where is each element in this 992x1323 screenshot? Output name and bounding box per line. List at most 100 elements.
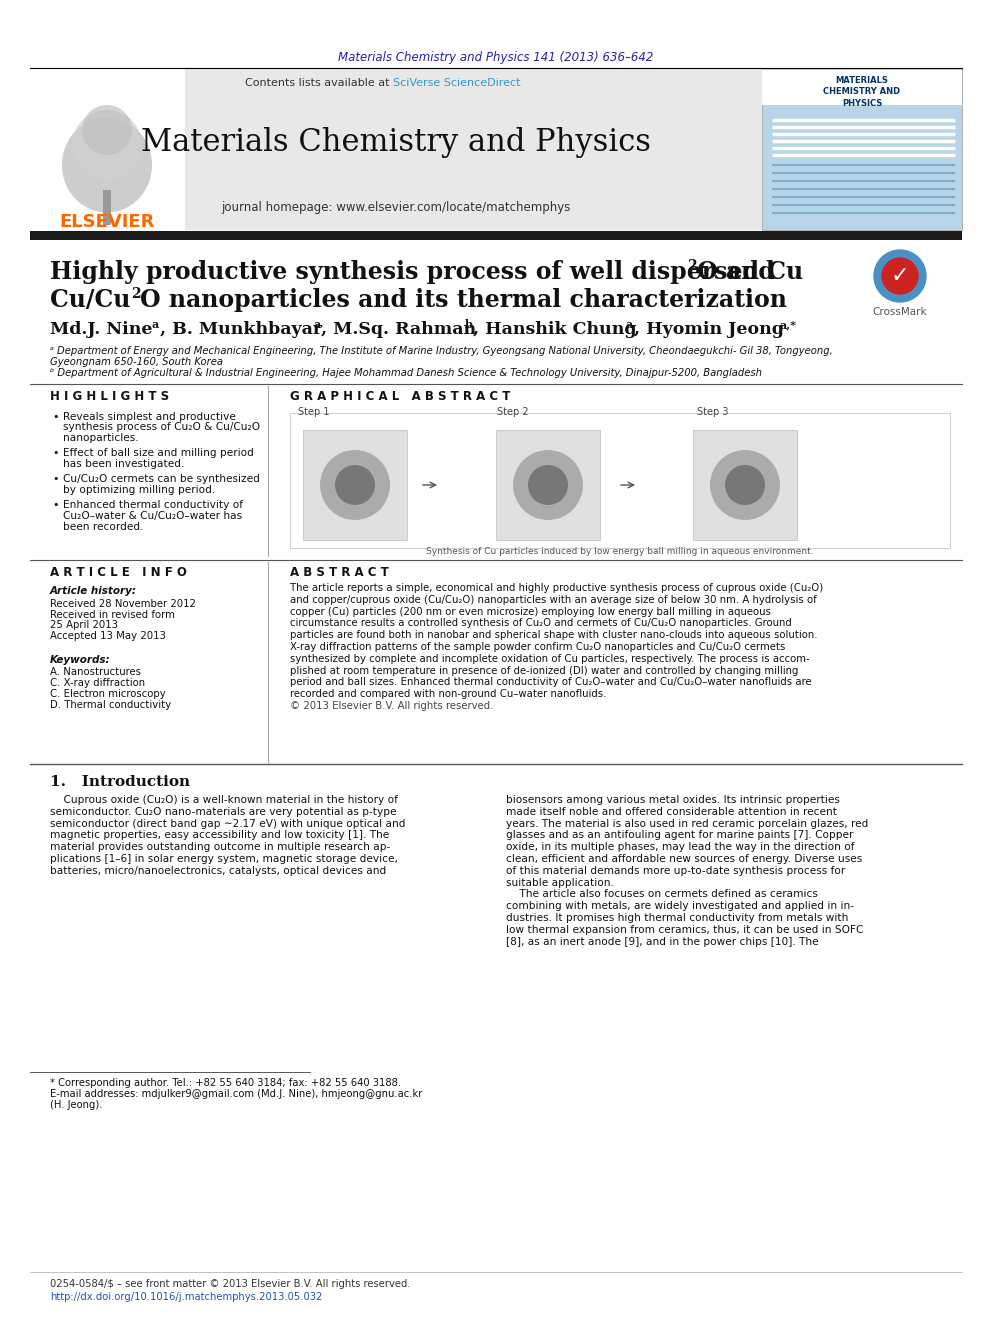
Text: •: •	[52, 475, 59, 484]
Text: a: a	[626, 319, 633, 331]
Text: Keywords:: Keywords:	[50, 655, 111, 665]
Text: © 2013 Elsevier B.V. All rights reserved.: © 2013 Elsevier B.V. All rights reserved…	[290, 701, 493, 710]
Text: Synthesis of Cu particles induced by low energy ball milling in aqueous environm: Synthesis of Cu particles induced by low…	[427, 548, 813, 557]
Text: * Corresponding author. Tel.: +82 55 640 3184; fax: +82 55 640 3188.: * Corresponding author. Tel.: +82 55 640…	[50, 1078, 401, 1088]
Text: 0254-0584/$ – see front matter © 2013 Elsevier B.V. All rights reserved.: 0254-0584/$ – see front matter © 2013 El…	[50, 1279, 411, 1289]
Circle shape	[320, 450, 390, 520]
Text: years. The material is also used in red ceramic porcelain glazes, red: years. The material is also used in red …	[506, 819, 868, 828]
Text: recorded and compared with non-ground Cu–water nanofluids.: recorded and compared with non-ground Cu…	[290, 689, 606, 699]
Text: CrossMark: CrossMark	[873, 307, 928, 318]
Circle shape	[335, 464, 375, 505]
Text: (H. Jeong).: (H. Jeong).	[50, 1099, 102, 1110]
Text: , M.Sq. Rahman: , M.Sq. Rahman	[321, 321, 476, 339]
Text: •: •	[52, 500, 59, 511]
Text: magnetic properties, easy accessibility and low toxicity [1]. The: magnetic properties, easy accessibility …	[50, 831, 389, 840]
Ellipse shape	[62, 118, 152, 213]
Text: plications [1–6] in solar energy system, magnetic storage device,: plications [1–6] in solar energy system,…	[50, 855, 398, 864]
Text: Step 1: Step 1	[298, 407, 329, 417]
Circle shape	[528, 464, 568, 505]
Text: O nanoparticles and its thermal characterization: O nanoparticles and its thermal characte…	[140, 288, 787, 312]
Text: Highly productive synthesis process of well dispersed Cu: Highly productive synthesis process of w…	[50, 261, 804, 284]
Bar	[496, 430, 600, 540]
Text: material provides outstanding outcome in multiple research ap-: material provides outstanding outcome in…	[50, 843, 390, 852]
Text: Enhanced thermal conductivity of: Enhanced thermal conductivity of	[63, 500, 243, 511]
Text: http://dx.doi.org/10.1016/j.matchemphys.2013.05.032: http://dx.doi.org/10.1016/j.matchemphys.…	[50, 1293, 322, 1302]
Text: low thermal expansion from ceramics, thus, it can be used in SOFC: low thermal expansion from ceramics, thu…	[506, 925, 863, 935]
Bar	[30, 67, 762, 230]
Text: Cu/Cu: Cu/Cu	[50, 288, 130, 312]
Text: C. Electron microscopy: C. Electron microscopy	[50, 689, 166, 699]
Text: D. Thermal conductivity: D. Thermal conductivity	[50, 700, 172, 710]
Bar	[30, 232, 962, 239]
Circle shape	[882, 258, 918, 294]
Text: 25 April 2013: 25 April 2013	[50, 620, 118, 630]
Text: ✓: ✓	[891, 266, 910, 286]
Text: A B S T R A C T: A B S T R A C T	[290, 566, 389, 579]
Bar	[693, 430, 797, 540]
Text: journal homepage: www.elsevier.com/locate/matchemphys: journal homepage: www.elsevier.com/locat…	[221, 201, 570, 214]
Text: H I G H L I G H T S: H I G H L I G H T S	[50, 389, 169, 402]
Text: Received in revised form: Received in revised form	[50, 610, 175, 620]
Text: Cu/Cu₂O cermets can be synthesized: Cu/Cu₂O cermets can be synthesized	[63, 475, 260, 484]
Text: X-ray diffraction patterns of the sample powder confirm Cu₂O nanoparticles and C: X-ray diffraction patterns of the sample…	[290, 642, 786, 652]
Bar	[303, 430, 407, 540]
Text: Reveals simplest and productive: Reveals simplest and productive	[63, 411, 236, 422]
Text: of this material demands more up-to-date synthesis process for: of this material demands more up-to-date…	[506, 865, 845, 876]
Circle shape	[725, 464, 765, 505]
Text: a: a	[152, 319, 160, 331]
Text: Accepted 13 May 2013: Accepted 13 May 2013	[50, 631, 166, 642]
Text: , Hanshik Chung: , Hanshik Chung	[473, 321, 637, 339]
Text: circumstance results a controlled synthesis of Cu₂O and cermets of Cu/Cu₂O nanop: circumstance results a controlled synthe…	[290, 618, 792, 628]
Text: glasses and as an antifouling agent for marine paints [7]. Copper: glasses and as an antifouling agent for …	[506, 831, 853, 840]
Text: batteries, micro/nanoelectronics, catalysts, optical devices and: batteries, micro/nanoelectronics, cataly…	[50, 865, 386, 876]
Text: b: b	[465, 319, 473, 331]
Text: A. Nanostructures: A. Nanostructures	[50, 667, 141, 677]
Text: The article also focuses on cermets defined as ceramics: The article also focuses on cermets defi…	[506, 889, 817, 900]
Text: made itself noble and offered considerable attention in recent: made itself noble and offered considerab…	[506, 807, 837, 816]
Text: ᵃ Department of Energy and Mechanical Engineering, The Institute of Marine Indus: ᵃ Department of Energy and Mechanical En…	[50, 347, 832, 356]
Text: Article history:: Article history:	[50, 586, 137, 595]
Text: Materials Chemistry and Physics: Materials Chemistry and Physics	[141, 127, 651, 159]
Text: synthesis process of Cu₂O & Cu/Cu₂O: synthesis process of Cu₂O & Cu/Cu₂O	[63, 422, 260, 433]
Text: MATERIALS
CHEMISTRY AND
PHYSICS: MATERIALS CHEMISTRY AND PHYSICS	[823, 77, 901, 107]
Text: Cu₂O–water & Cu/Cu₂O–water has: Cu₂O–water & Cu/Cu₂O–water has	[63, 511, 242, 521]
Text: A R T I C L E   I N F O: A R T I C L E I N F O	[50, 566, 186, 579]
Text: Materials Chemistry and Physics 141 (2013) 636–642: Materials Chemistry and Physics 141 (201…	[338, 52, 654, 65]
Text: 2: 2	[687, 259, 696, 273]
Text: semiconductor. Cu₂O nano-materials are very potential as p-type: semiconductor. Cu₂O nano-materials are v…	[50, 807, 397, 816]
Text: a,*: a,*	[780, 319, 797, 331]
Text: Gyeongnam 650-160, South Korea: Gyeongnam 650-160, South Korea	[50, 357, 223, 366]
Text: plished at room temperature in presence of de-ionized (DI) water and controlled : plished at room temperature in presence …	[290, 665, 799, 676]
Text: ELSEVIER: ELSEVIER	[60, 213, 155, 232]
Text: combining with metals, are widely investigated and applied in in-: combining with metals, are widely invest…	[506, 901, 854, 912]
Text: oxide, in its multiple phases, may lead the way in the direction of: oxide, in its multiple phases, may lead …	[506, 843, 854, 852]
Bar	[762, 70, 962, 105]
Text: SciVerse ScienceDirect: SciVerse ScienceDirect	[393, 78, 521, 89]
Circle shape	[513, 450, 583, 520]
Text: The article reports a simple, economical and highly productive synthesis process: The article reports a simple, economical…	[290, 583, 823, 593]
Text: semiconductor (direct band gap ∼2.17 eV) with unique optical and: semiconductor (direct band gap ∼2.17 eV)…	[50, 819, 406, 828]
Text: has been investigated.: has been investigated.	[63, 459, 185, 468]
Text: Cuprous oxide (Cu₂O) is a well-known material in the history of: Cuprous oxide (Cu₂O) is a well-known mat…	[50, 795, 398, 804]
Text: a: a	[313, 319, 320, 331]
Text: G R A P H I C A L   A B S T R A C T: G R A P H I C A L A B S T R A C T	[290, 389, 510, 402]
Text: Received 28 November 2012: Received 28 November 2012	[50, 599, 195, 609]
Text: synthesized by complete and incomplete oxidation of Cu particles, respectively. : synthesized by complete and incomplete o…	[290, 654, 809, 664]
Text: nanoparticles.: nanoparticles.	[63, 433, 139, 443]
Text: 2: 2	[131, 287, 141, 302]
Bar	[30, 67, 185, 230]
Text: by optimizing milling period.: by optimizing milling period.	[63, 486, 215, 495]
Text: and copper/cuprous oxide (Cu/Cu₂O) nanoparticles with an average size of below 3: and copper/cuprous oxide (Cu/Cu₂O) nanop…	[290, 595, 816, 605]
Text: Md.J. Nine: Md.J. Nine	[50, 321, 153, 339]
Text: copper (Cu) particles (200 nm or even microsize) employing low energy ball milli: copper (Cu) particles (200 nm or even mi…	[290, 607, 771, 617]
Text: , B. Munkhbayar: , B. Munkhbayar	[160, 321, 322, 339]
Text: been recorded.: been recorded.	[63, 521, 144, 532]
Text: O and: O and	[697, 261, 775, 284]
Text: E-mail addresses: mdjulker9@gmail.com (Md.J. Nine), hmjeong@gnu.ac.kr: E-mail addresses: mdjulker9@gmail.com (M…	[50, 1089, 423, 1099]
Ellipse shape	[72, 110, 142, 180]
Text: biosensors among various metal oxides. Its intrinsic properties: biosensors among various metal oxides. I…	[506, 795, 840, 804]
Text: period and ball sizes. Enhanced thermal conductivity of Cu₂O–water and Cu/Cu₂O–w: period and ball sizes. Enhanced thermal …	[290, 677, 811, 688]
Circle shape	[710, 450, 780, 520]
Text: Contents lists available at: Contents lists available at	[245, 78, 393, 89]
Bar	[290, 413, 950, 548]
